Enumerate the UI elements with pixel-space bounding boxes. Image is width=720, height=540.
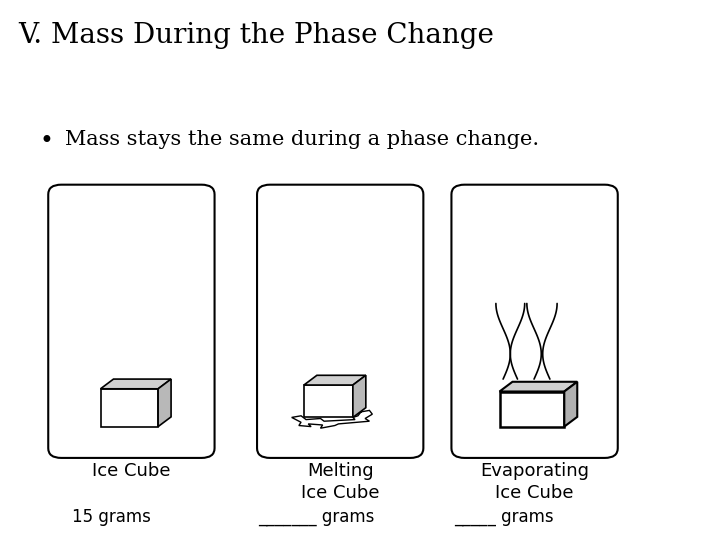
- FancyBboxPatch shape: [451, 185, 618, 458]
- Text: •: •: [40, 130, 53, 153]
- Text: Melting
Ice Cube: Melting Ice Cube: [301, 462, 379, 502]
- Text: V. Mass During the Phase Change: V. Mass During the Phase Change: [18, 22, 494, 49]
- Text: Mass stays the same during a phase change.: Mass stays the same during a phase chang…: [65, 130, 539, 148]
- Polygon shape: [304, 385, 353, 417]
- Text: Evaporating
Ice Cube: Evaporating Ice Cube: [480, 462, 589, 502]
- FancyBboxPatch shape: [257, 185, 423, 458]
- FancyBboxPatch shape: [48, 185, 215, 458]
- Polygon shape: [353, 375, 366, 417]
- Polygon shape: [304, 375, 366, 385]
- Polygon shape: [158, 379, 171, 427]
- Polygon shape: [564, 382, 577, 427]
- Polygon shape: [500, 392, 564, 427]
- Text: 15 grams: 15 grams: [72, 508, 151, 525]
- Polygon shape: [292, 410, 372, 428]
- Text: Ice Cube: Ice Cube: [92, 462, 171, 480]
- Polygon shape: [500, 382, 577, 392]
- Text: _____ grams: _____ grams: [454, 508, 554, 525]
- Polygon shape: [101, 379, 171, 389]
- Polygon shape: [101, 389, 158, 427]
- Text: _______ grams: _______ grams: [258, 508, 375, 525]
